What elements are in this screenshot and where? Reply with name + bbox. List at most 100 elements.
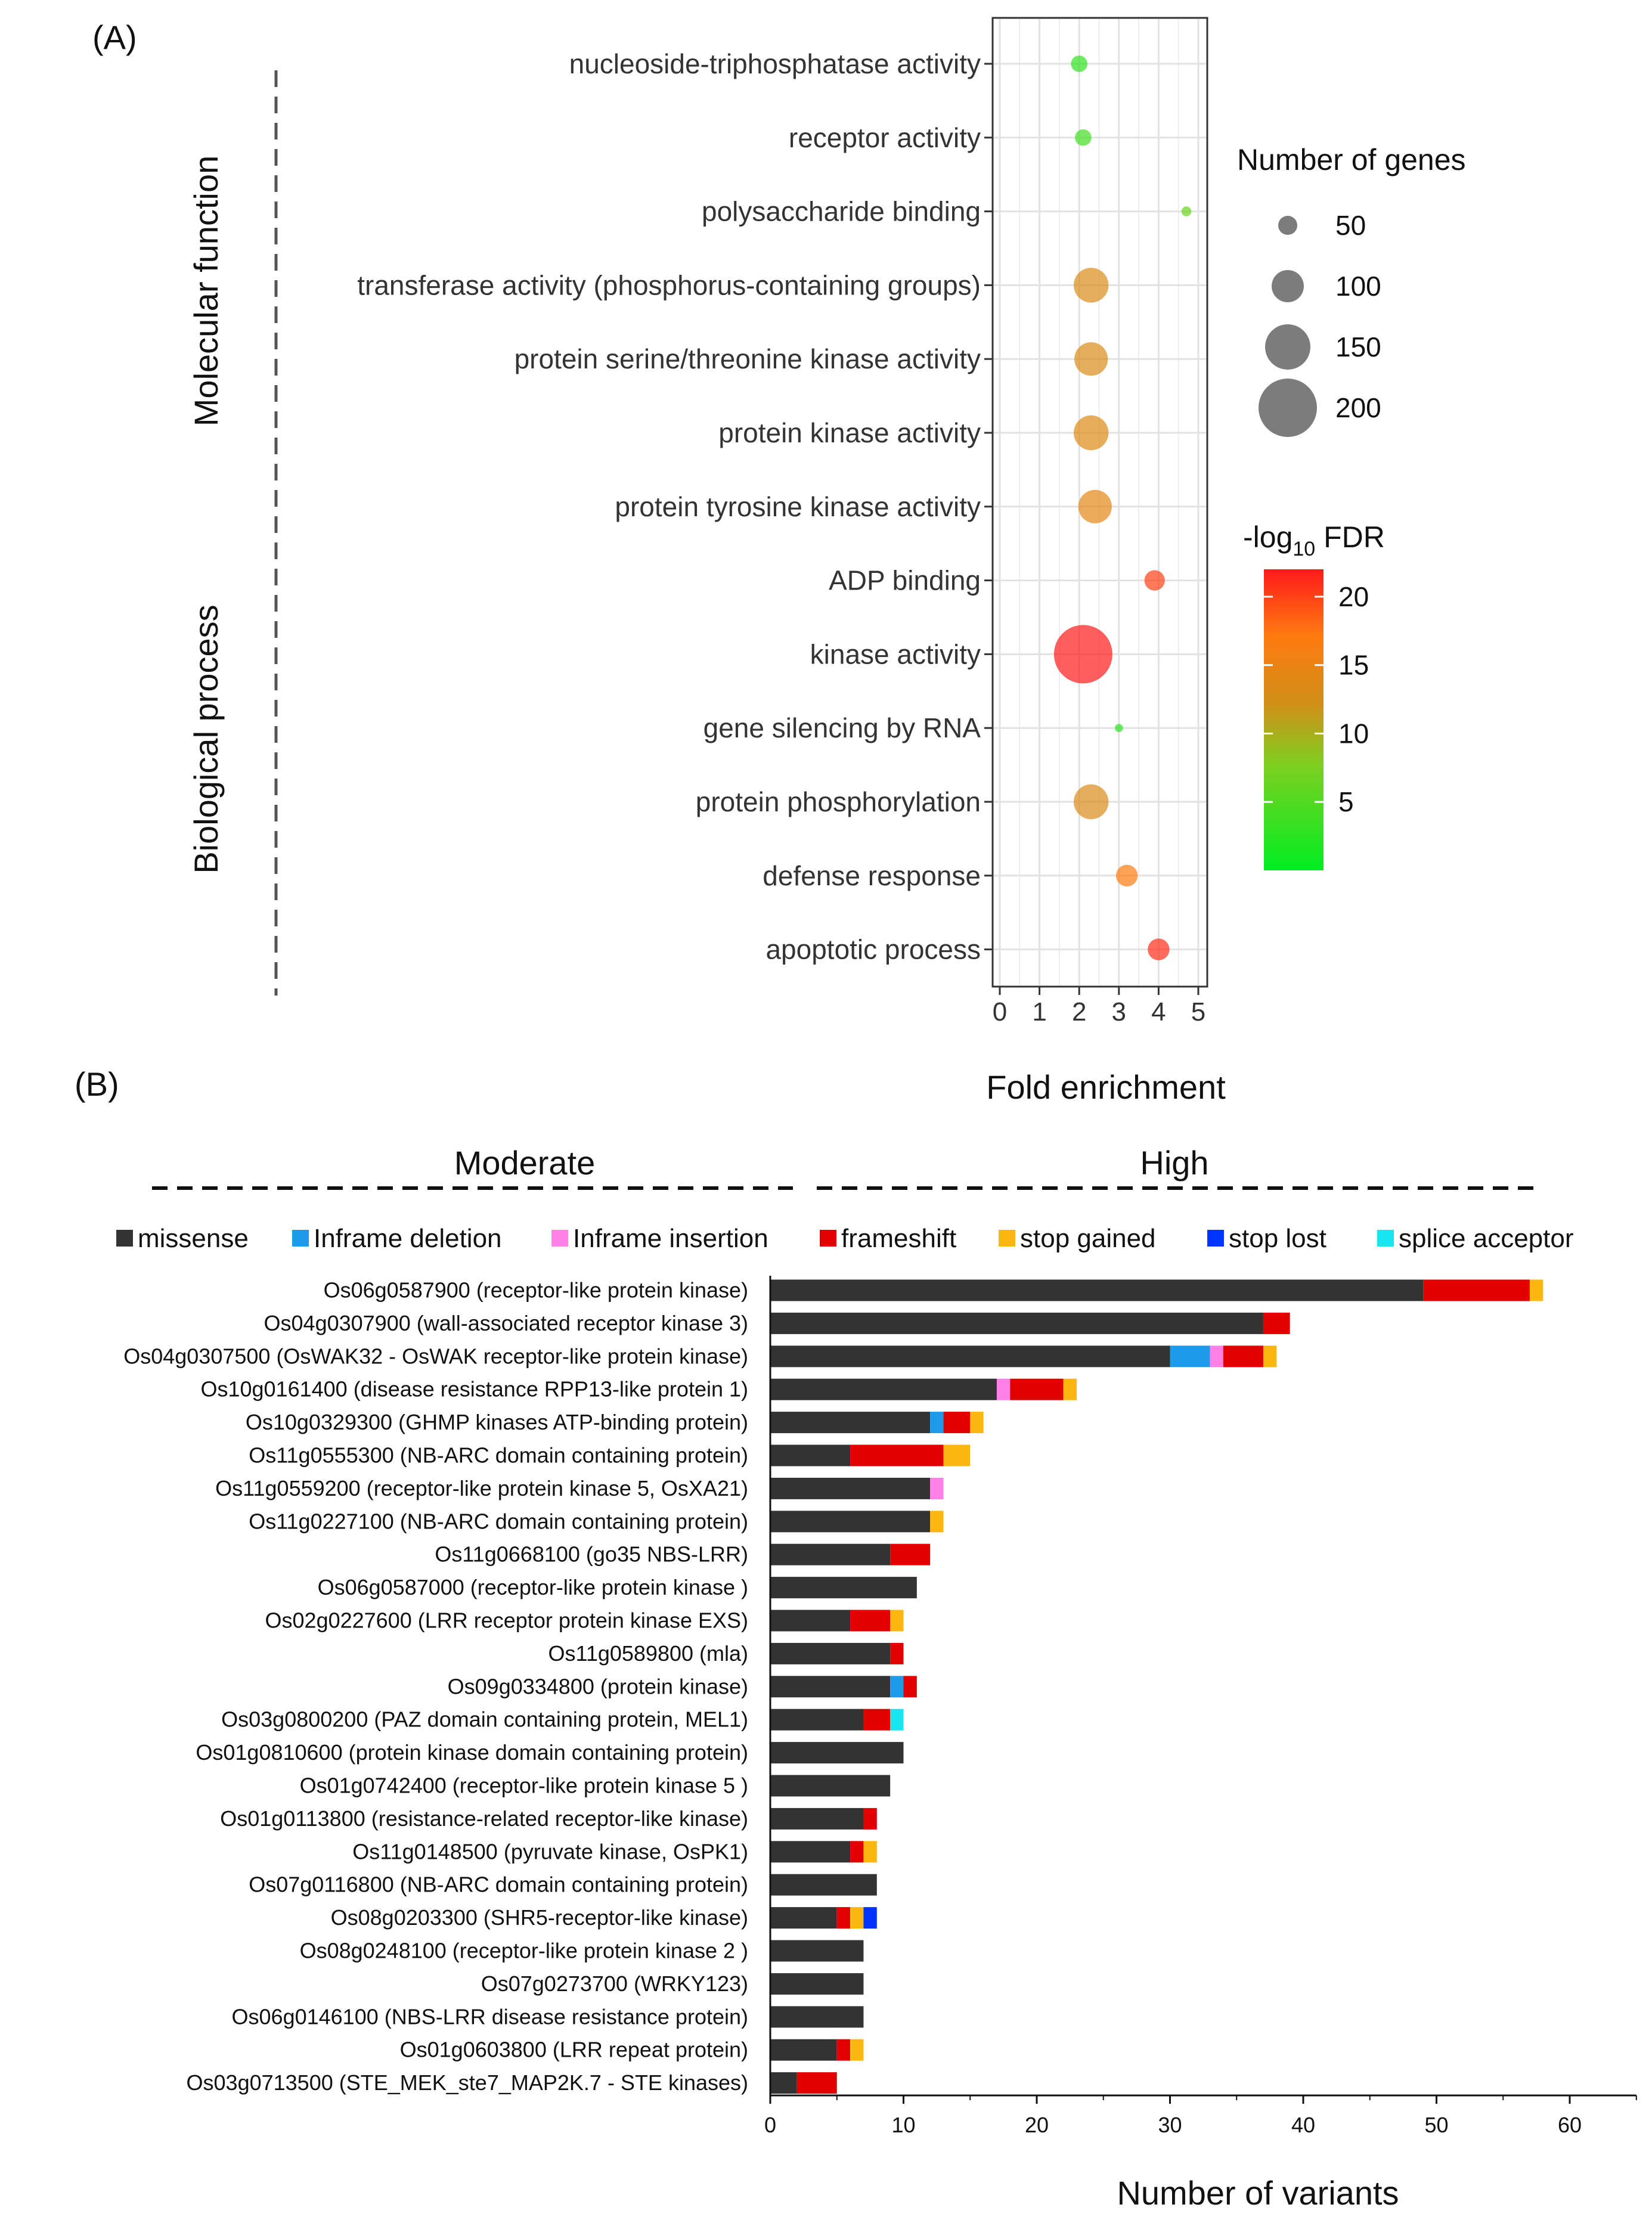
bubble-plot-area (984, 17, 1208, 988)
bar-segment (863, 1907, 877, 1929)
fdr-tick-label: 20 (1338, 581, 1369, 612)
gene-legend-bubble (1259, 379, 1317, 437)
bar-segment (770, 1543, 891, 1565)
gene-label: Os01g0603800 (LRR repeat protein) (400, 2038, 748, 2062)
x-tick-label: 5 (1191, 997, 1205, 1027)
bar-segment (1263, 1312, 1290, 1334)
term-bubble (1115, 724, 1123, 732)
term-bubble (1148, 938, 1170, 960)
bar-segment (770, 2006, 864, 2028)
variants-axis-title: Number of variants (1117, 2174, 1399, 2212)
bar-segment (770, 1477, 931, 1499)
term-bubble (1075, 129, 1092, 146)
bar-segment (770, 1907, 837, 1929)
bar-segment (770, 2039, 837, 2061)
bar-segment (930, 1511, 944, 1533)
bar-segment (770, 1444, 851, 1467)
term-bubble (1181, 206, 1192, 216)
bar-segment (903, 1676, 917, 1698)
term-bubble (1074, 342, 1108, 376)
legend-swatch (999, 1230, 1015, 1247)
fdr-legend-title: -log10 FDR (1243, 520, 1385, 560)
go-term-label: protein phosphorylation (696, 786, 981, 817)
bar-segment (770, 1412, 931, 1434)
gene-label: Os01g0810600 (protein kinase domain cont… (196, 1740, 748, 1765)
legend-label: missense (138, 1224, 249, 1253)
legend-label: stop gained (1020, 1224, 1156, 1253)
fdr-tick-label: 15 (1338, 650, 1369, 681)
legend-label: Inframe deletion (314, 1224, 502, 1253)
x-tick-label: 60 (1558, 2113, 1582, 2137)
go-term-label: kinase activity (810, 638, 981, 669)
x-tick-label: 0 (764, 2113, 776, 2137)
legend-label: splice acceptor (1399, 1224, 1573, 1253)
bar-segment (796, 2072, 837, 2094)
gene-label: Os03g0713500 (STE_MEK_ste7_MAP2K.7 - STE… (187, 2070, 748, 2095)
panel-a-label: (A) (92, 18, 137, 56)
x-tick-label: 20 (1025, 2113, 1049, 2137)
term-bubble (1073, 268, 1109, 303)
bar-segment (1010, 1378, 1064, 1400)
bar-segment (850, 2039, 864, 2061)
bar-segment (996, 1378, 1011, 1400)
bar-segment (863, 1807, 877, 1830)
gene-label: Os11g0148500 (pyruvate kinase, OsPK1) (352, 1839, 748, 1864)
bar-segment (1529, 1279, 1543, 1301)
bar-segment (770, 1312, 1263, 1334)
bar-segment (836, 2039, 851, 2061)
gene-legend-title: Number of genes (1237, 143, 1466, 176)
bar-segment (850, 1444, 944, 1467)
go-term-label: protein serine/threonine kinase activity (514, 343, 981, 374)
gene-label: Os06g0587900 (receptor-like protein kina… (324, 1278, 748, 1303)
impact-header-high: High (1140, 1144, 1208, 1182)
legend-swatch (820, 1230, 836, 1247)
bar-segment (943, 1412, 971, 1434)
go-category-label: Biological process (187, 604, 225, 873)
gene-label: Os01g0742400 (receptor-like protein kina… (300, 1774, 748, 1798)
gene-labels: Os06g0587900 (receptor-like protein kina… (123, 1278, 748, 2095)
legend-swatch (1377, 1230, 1394, 1247)
gene-label: Os11g0559200 (receptor-like protein kina… (215, 1476, 748, 1500)
gene-label: Os04g0307900 (wall-associated receptor k… (264, 1311, 748, 1335)
bar-segment (943, 1444, 971, 1467)
x-tick-label: 3 (1112, 997, 1126, 1027)
term-bubble (1071, 55, 1087, 72)
gene-label: Os10g0329300 (GHMP kinases ATP-binding p… (246, 1410, 748, 1434)
legend-swatch (292, 1230, 309, 1247)
bar-segment (770, 1742, 904, 1764)
go-term-label: protein tyrosine kinase activity (615, 491, 981, 522)
legend-swatch (1207, 1230, 1224, 1247)
x-tick-label: 1 (1032, 997, 1046, 1027)
x-tick-label: 50 (1424, 2113, 1448, 2137)
gene-label: Os01g0113800 (resistance-related recepto… (220, 1806, 748, 1831)
term-bubble (1144, 570, 1165, 591)
gene-label: Os11g0589800 (mla) (548, 1641, 748, 1666)
gene-label: Os07g0273700 (WRKY123) (481, 1971, 748, 1996)
x-tick-label: 0 (993, 997, 1007, 1027)
gene-label: Os06g0587000 (receptor-like protein kina… (318, 1575, 748, 1599)
go-term-label: protein kinase activity (718, 417, 981, 448)
gene-label: Os10g0161400 (disease resistance RPP13-l… (200, 1377, 748, 1402)
bar-segment (890, 1543, 931, 1565)
bar-segment (770, 1775, 891, 1797)
go-term-label: nucleoside-triphosphatase activity (569, 48, 981, 79)
bar-segment (770, 1676, 891, 1698)
bar-segment (770, 2072, 797, 2094)
go-term-labels: nucleoside-triphosphatase activity recept… (357, 48, 981, 965)
fold-enrichment-axis-title: Fold enrichment (986, 1068, 1226, 1106)
term-bubble (1115, 864, 1138, 887)
gene-legend-bubble (1278, 216, 1297, 235)
bar-segment (1170, 1345, 1210, 1368)
bar-segment (930, 1412, 944, 1434)
gene-label: Os08g0203300 (SHR5-receptor-like kinase) (331, 1905, 748, 1930)
x-tick-label: 2 (1072, 997, 1086, 1027)
gene-label: Os11g0668100 (go35 NBS-LRR) (435, 1542, 748, 1567)
bar-segment (890, 1709, 904, 1731)
term-bubble (1078, 489, 1112, 523)
bar-segment (770, 1345, 1170, 1368)
gene-label: Os11g0227100 (NB-ARC domain containing p… (249, 1509, 748, 1533)
gene-legend-value: 50 (1335, 210, 1366, 241)
bar-segment (1423, 1279, 1530, 1301)
x-tick-label: 30 (1158, 2113, 1182, 2137)
